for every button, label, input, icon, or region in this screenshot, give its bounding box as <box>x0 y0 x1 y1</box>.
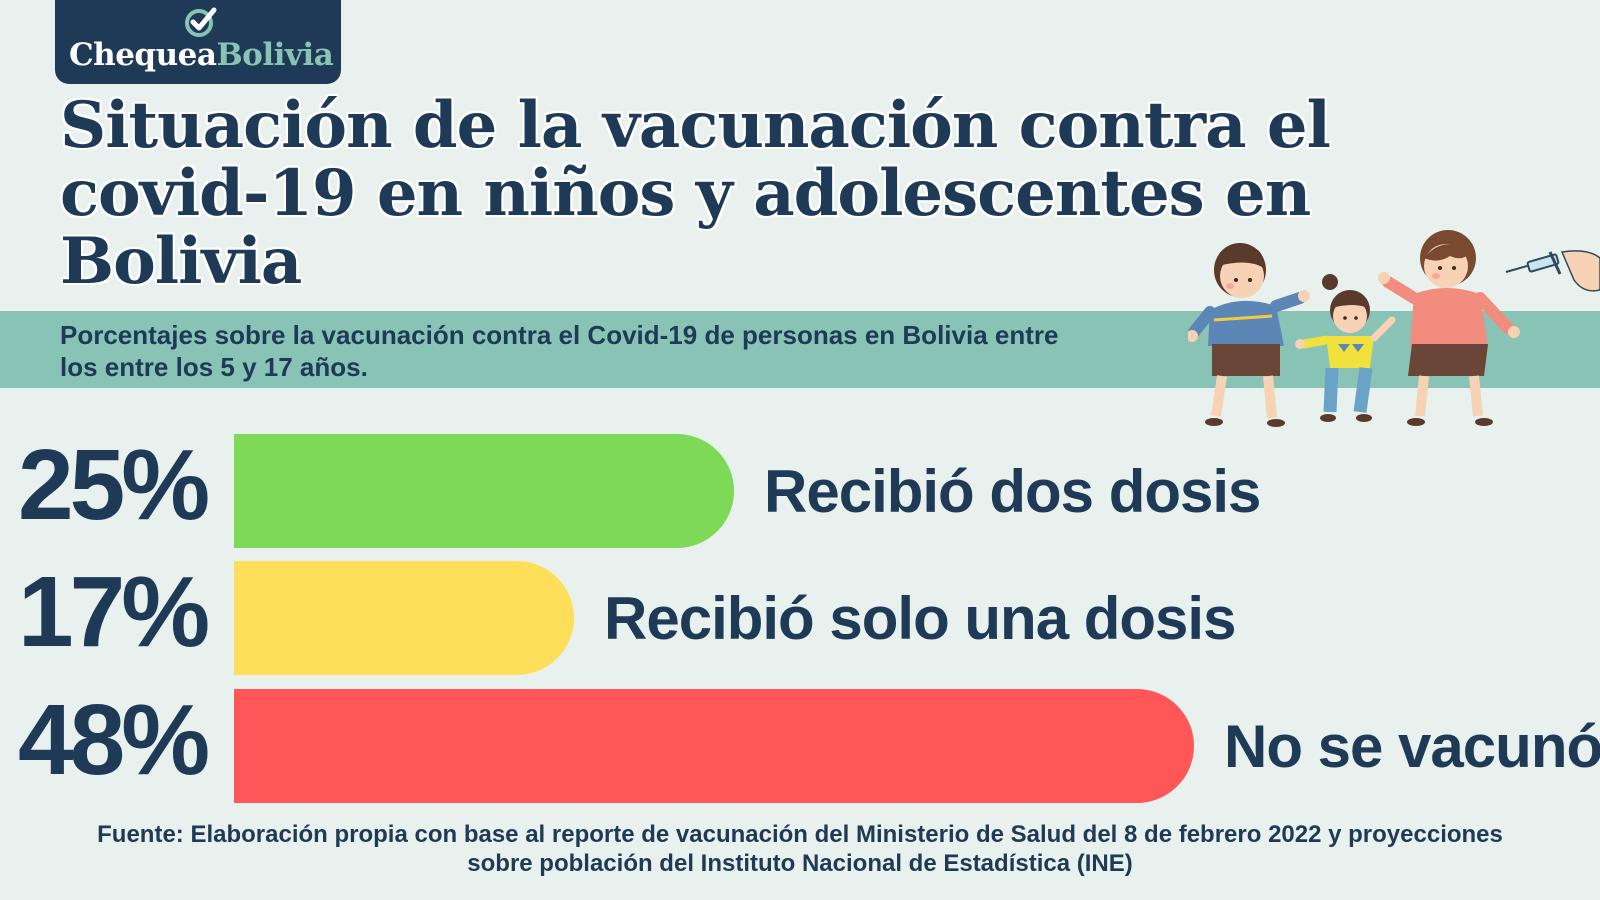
subtitle-line-2: los entre los 5 y 17 años. <box>60 352 368 382</box>
category-label-2: Recibió solo una dosis <box>604 585 1236 652</box>
source-note: Fuente: Elaboración propia con base al r… <box>0 820 1600 878</box>
value-label-1: 25% <box>18 429 210 541</box>
page-title: Situación de la vacunación contra el cov… <box>60 88 1331 299</box>
bar-recibio-dos-dosis <box>234 434 734 548</box>
category-label-1: Recibió dos dosis <box>764 458 1261 525</box>
children-vaccination-illustration <box>1188 230 1600 427</box>
checkmark-icon <box>185 7 217 37</box>
subtitle-line-1: Porcentajes sobre la vacunación contra e… <box>60 320 1059 350</box>
mother-figure <box>1378 230 1520 426</box>
brand-name: ChequeaBolivia <box>69 37 334 73</box>
value-label-2: 17% <box>18 556 210 668</box>
brand-part-2: Bolivia <box>216 37 334 73</box>
source-line-2: sobre población del Instituto Nacional d… <box>467 850 1133 877</box>
category-label-3: No se vacunó <box>1224 713 1600 780</box>
value-label-3: 48% <box>18 684 210 796</box>
bar-recibio-solo-una-dosis <box>234 561 574 675</box>
subtitle: Porcentajes sobre la vacunación contra e… <box>60 319 1180 383</box>
girl-figure <box>1295 274 1396 422</box>
syringe-icon <box>1505 250 1600 292</box>
source-line-1: Fuente: Elaboración propia con base al r… <box>97 821 1503 848</box>
brand-part-1: Chequea <box>69 37 217 73</box>
chequea-bolivia-logo: ChequeaBolivia <box>55 0 341 84</box>
boy-figure <box>1188 243 1310 427</box>
bar-no-se-vacuno <box>234 689 1194 803</box>
